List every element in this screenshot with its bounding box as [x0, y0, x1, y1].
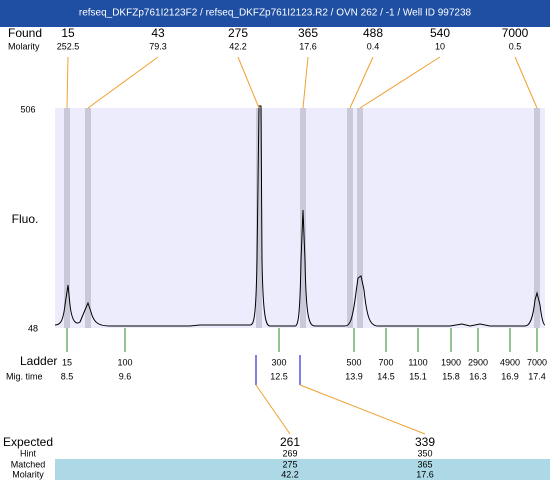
peak-connector — [514, 56, 538, 109]
mig-time-label: Mig. time — [6, 371, 43, 381]
molarity-label: Molarity — [8, 41, 40, 51]
found-molarity: 17.6 — [299, 41, 317, 51]
y-axis-label: Fluo. — [12, 212, 39, 226]
ladder-size: 7000 — [527, 357, 547, 367]
found-molarity: 42.2 — [229, 41, 247, 51]
found-molarity: 0.5 — [509, 41, 522, 51]
title-bar — [0, 0, 550, 27]
ladder-size: 1900 — [441, 357, 461, 367]
ladder-time: 9.6 — [119, 371, 132, 381]
found-size: 43 — [151, 26, 165, 40]
peak-connector — [87, 56, 159, 109]
ladder-time: 15.8 — [442, 371, 460, 381]
matched-size: 275 — [282, 459, 297, 469]
found-size: 488 — [363, 26, 383, 40]
ladder-time: 16.3 — [469, 371, 487, 381]
found-size: 275 — [228, 26, 248, 40]
expected-label: Expected — [3, 435, 53, 449]
hint-size: 350 — [417, 448, 432, 458]
found-molarity: 10 — [435, 41, 445, 51]
ladder-time: 12.5 — [270, 371, 288, 381]
expected-connector — [255, 384, 291, 435]
matched-size: 365 — [417, 459, 432, 469]
peak-connector — [237, 56, 260, 109]
found-molarity: 252.5 — [57, 41, 80, 51]
peak-band — [256, 108, 262, 328]
peak-band — [347, 108, 353, 328]
expected-molarity-label: Molarity — [12, 469, 44, 479]
peak-band — [85, 108, 91, 328]
ladder-size: 2900 — [468, 357, 488, 367]
found-molarity: 0.4 — [367, 41, 380, 51]
found-molarity: 79.3 — [149, 41, 167, 51]
hint-label: Hint — [20, 448, 37, 458]
ladder-time: 14.5 — [377, 371, 395, 381]
found-size: 540 — [430, 26, 450, 40]
title: refseq_DKFZp761I2123F2 / refseq_DKFZp761… — [79, 8, 472, 19]
ladder-size: 100 — [117, 357, 132, 367]
peak-connector — [359, 56, 441, 109]
peak-connector — [66, 56, 69, 109]
peak-band — [64, 108, 70, 328]
found-size: 15 — [61, 26, 75, 40]
ladder-size: 4900 — [500, 357, 520, 367]
expected-size: 261 — [280, 435, 300, 449]
ladder-time: 16.9 — [501, 371, 519, 381]
matched-molarity: 42.2 — [281, 469, 299, 479]
ladder-size: 300 — [271, 357, 286, 367]
peak-connector — [302, 56, 309, 109]
hint-size: 269 — [282, 448, 297, 458]
y-bottom-label: 48 — [28, 323, 38, 333]
peak-band — [534, 108, 540, 328]
found-size: 7000 — [502, 26, 529, 40]
ladder-label: Ladder — [20, 354, 57, 368]
ladder-time: 15.1 — [409, 371, 427, 381]
ladder-time: 13.9 — [345, 371, 363, 381]
ladder-size: 500 — [346, 357, 361, 367]
found-label: Found — [8, 26, 42, 40]
y-top-label: 506 — [20, 104, 35, 114]
ladder-size: 1100 — [408, 357, 427, 367]
expected-size: 339 — [415, 435, 435, 449]
ladder-time: 8.5 — [61, 371, 74, 381]
matched-label: Matched — [11, 459, 46, 469]
peak-connector — [349, 56, 374, 109]
matched-molarity: 17.6 — [416, 469, 434, 479]
ladder-time: 17.4 — [528, 371, 546, 381]
trace — [54, 105, 546, 327]
peak-band — [357, 108, 363, 328]
found-size: 365 — [298, 26, 318, 40]
expected-connector — [299, 384, 426, 435]
ladder-size: 15 — [62, 357, 72, 367]
ladder-size: 700 — [378, 357, 393, 367]
matched-band — [55, 459, 550, 480]
